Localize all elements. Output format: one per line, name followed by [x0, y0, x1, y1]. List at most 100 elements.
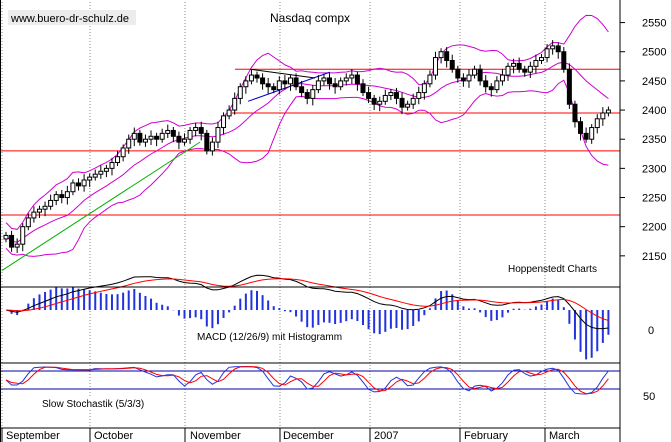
price-tick-label: 2350 [642, 134, 666, 146]
candle-body [237, 86, 243, 99]
candle-body [499, 74, 505, 82]
candle-body [338, 80, 344, 88]
candle-body [48, 199, 54, 207]
candle-body [299, 86, 305, 94]
candle-body [20, 226, 26, 245]
candle-body [70, 182, 76, 193]
candle-body [343, 77, 349, 82]
candle-body [170, 129, 176, 137]
candle-body [516, 62, 522, 70]
candle-body [477, 68, 483, 82]
candle-body [193, 127, 199, 131]
candle-body [265, 83, 271, 88]
candlesticks [3, 40, 611, 253]
candle-body [388, 92, 394, 96]
candle-body [310, 89, 316, 99]
macd-label: MACD (12/26/9) mit Histogramm [197, 332, 342, 343]
support-resistance-lines [0, 68, 620, 216]
month-label: September [6, 430, 60, 442]
candle-body [600, 112, 606, 120]
candle-body [243, 80, 249, 88]
price-tick-label: 2200 [642, 222, 666, 234]
candle-body [572, 103, 578, 123]
watermark: www.buero-dr-schulz.de [10, 13, 129, 25]
candle-body [36, 208, 42, 213]
candle-body [198, 127, 204, 134]
candle-body [276, 80, 282, 91]
candle-body [505, 65, 511, 76]
candle-body [215, 127, 221, 143]
macd-panel [5, 274, 610, 360]
candle-body [594, 118, 600, 129]
stochastic-tick-label: 50 [643, 391, 655, 403]
candle-body [81, 179, 87, 187]
month-label: November [190, 430, 241, 442]
lower-band [5, 79, 609, 257]
candle-body [59, 194, 65, 199]
candle-body [511, 62, 517, 67]
candle-body [366, 92, 372, 99]
candle-body [393, 92, 399, 99]
candle-body [87, 176, 93, 181]
chart-title: Nasdaq compx [270, 11, 350, 25]
candle-body [354, 74, 360, 85]
candle-body [154, 135, 160, 140]
candle-body [315, 80, 321, 91]
candle-body [98, 170, 104, 175]
month-axis: September October November December 2007 Febr… [1, 428, 580, 442]
month-label: October [94, 430, 133, 442]
candle-body [377, 100, 383, 105]
trend-lines [1, 68, 331, 271]
candle-body [165, 129, 171, 134]
candle-body [544, 48, 550, 59]
candle-body [455, 68, 461, 79]
candle-body [31, 211, 37, 219]
blue-trend-line [247, 71, 331, 102]
month-label: December [283, 430, 334, 442]
candle-body [9, 234, 15, 248]
candle-body [382, 94, 388, 102]
price-tick-label: 2250 [642, 193, 666, 205]
candle-body [76, 182, 82, 187]
price-tick-label: 2500 [642, 47, 666, 59]
candle-body [293, 77, 299, 88]
candle-body [176, 135, 182, 143]
candle-body [550, 45, 556, 50]
candle-body [561, 51, 567, 70]
candle-body [522, 68, 528, 73]
candle-body [538, 57, 544, 61]
stochastic-panel [0, 365, 620, 395]
price-tick-label: 2150 [642, 251, 666, 263]
candle-body [472, 68, 478, 76]
candle-body [282, 80, 288, 85]
candle-body [466, 74, 472, 82]
candle-body [321, 77, 327, 82]
month-label: March [549, 430, 580, 442]
candle-body [444, 51, 450, 61]
candle-body [399, 97, 405, 108]
candle-body [14, 243, 20, 248]
stoch-label-bg [40, 397, 150, 410]
candle-body [204, 132, 210, 152]
black-trend-line [249, 68, 316, 79]
candle-body [187, 129, 193, 140]
candle-body [137, 132, 143, 143]
candle-body [209, 141, 215, 152]
candle-body [92, 173, 98, 178]
candle-body [53, 194, 59, 201]
upper-band [5, 14, 609, 230]
candle-body [360, 83, 366, 94]
candle-body [3, 234, 9, 240]
candle-body [148, 135, 154, 140]
price-tick-label: 2300 [642, 163, 666, 175]
candle-body [126, 138, 132, 149]
candle-body [115, 156, 121, 164]
price-axis: 2150 2200 2250 2300 2350 2400 2450 2500 2550 0 50 [620, 18, 666, 403]
candle-body [605, 109, 611, 114]
candle-body [349, 74, 355, 79]
candle-body [555, 45, 561, 53]
candle-body [488, 86, 494, 91]
candle-body [120, 147, 126, 158]
candle-body [131, 132, 137, 140]
candle-body [583, 132, 589, 140]
